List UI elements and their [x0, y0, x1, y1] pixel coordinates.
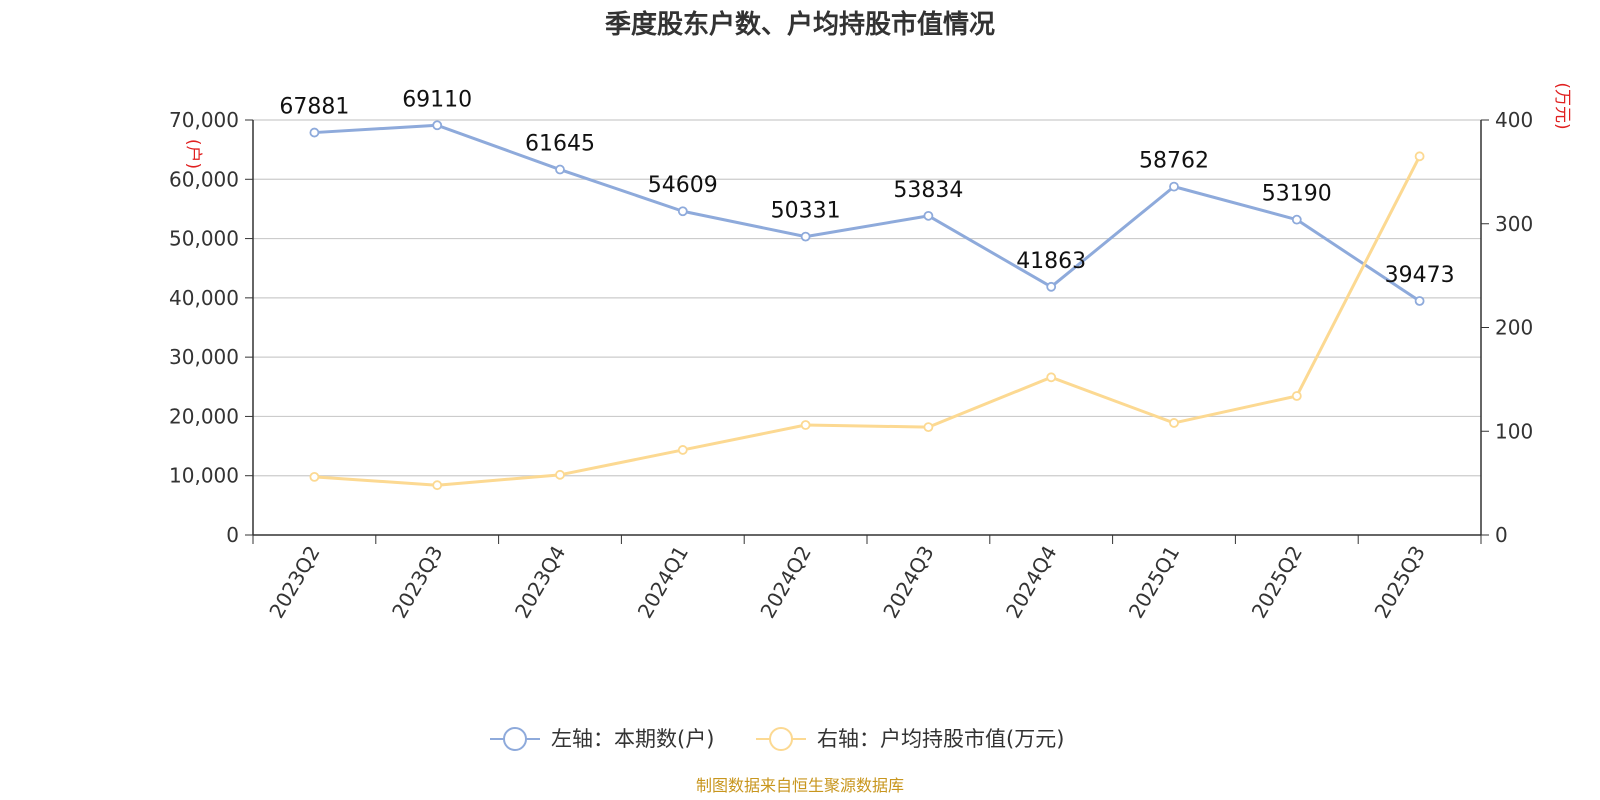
left-axis-tick-label: 30,000: [169, 345, 239, 369]
series-0-data-label: 58762: [1139, 149, 1209, 174]
right-axis-tick-label: 200: [1495, 316, 1533, 340]
left-axis-tick-label: 20,000: [169, 404, 239, 428]
x-axis-tick-label: 2023Q2: [264, 542, 324, 623]
series-0-data-label: 54609: [648, 173, 718, 198]
data-labels: 67881 69110 61645 54609 50331 53834 41863 58762…: [279, 87, 1454, 288]
series-1-point[interactable]: [923, 422, 934, 433]
series-1-point[interactable]: [1291, 391, 1302, 401]
right-axis-tick-label: 0: [1495, 523, 1508, 547]
x-axis-tick-label: 2024Q1: [633, 542, 693, 623]
right-axis-tick-label: 400: [1495, 108, 1533, 132]
left-axis-tick-label: 70,000: [169, 108, 239, 132]
series-0-point[interactable]: [800, 231, 811, 242]
series-0-point[interactable]: [677, 206, 688, 217]
legend-item-right[interactable]: 右轴：户均持股市值(万元): [756, 727, 1064, 751]
left-axis-tick-label: 50,000: [169, 227, 239, 251]
series-0-data-label: 53834: [893, 178, 963, 203]
series-0-point[interactable]: [432, 120, 443, 131]
series-1-point[interactable]: [432, 480, 443, 491]
legend-label-left: 左轴：本期数(户): [551, 727, 714, 751]
grid-lines: [253, 119, 1481, 477]
series-1-point[interactable]: [800, 420, 811, 430]
left-axis-tick-label: 60,000: [169, 167, 239, 191]
legend-marker-left: [503, 727, 527, 751]
legend-item-left[interactable]: 左轴：本期数(户): [490, 727, 714, 751]
x-axis-tick-label: 2024Q4: [1001, 542, 1061, 623]
series-0-data-label: 39473: [1385, 263, 1455, 288]
series-0-data-label: 53190: [1262, 182, 1332, 207]
legend-marker-right: [769, 727, 793, 751]
series-1-point[interactable]: [677, 445, 688, 455]
series-1-point[interactable]: [1046, 372, 1057, 383]
left-axis-tick-label: 0: [226, 523, 239, 547]
right-axis-unit: (万元): [1552, 82, 1572, 129]
series-0-point[interactable]: [923, 210, 934, 221]
series-0-point[interactable]: [1169, 181, 1179, 192]
series-0-point[interactable]: [555, 164, 565, 175]
right-axis-tick-label: 100: [1495, 419, 1533, 443]
x-axis-tick-label: 2025Q3: [1369, 542, 1429, 623]
series-0-point[interactable]: [1291, 214, 1302, 225]
series-0-data-label: 50331: [771, 199, 841, 224]
series-0-point[interactable]: [1414, 296, 1425, 306]
series-1-point[interactable]: [309, 471, 320, 482]
x-axis-tick-label: 2025Q2: [1247, 542, 1307, 623]
series-1-point[interactable]: [555, 469, 565, 480]
source-note: 制图数据来自恒生聚源数据库: [696, 776, 904, 795]
legend-label-right: 右轴：户均持股市值(万元): [817, 727, 1064, 751]
series-1-point[interactable]: [1169, 418, 1179, 428]
series-0-data-label: 69110: [402, 87, 472, 112]
series-1-point[interactable]: [1414, 151, 1425, 162]
x-axis-tick-label: 2023Q3: [387, 542, 447, 623]
x-axis-tick-label: 2024Q2: [755, 542, 815, 623]
series-0-point[interactable]: [309, 127, 320, 138]
x-axis-tick-label: 2025Q1: [1124, 542, 1184, 623]
series-line-0: [314, 123, 1421, 303]
series-0-data-label: 67881: [279, 95, 349, 120]
left-axis-unit: (户): [183, 139, 203, 169]
x-axis-tick-label: 2023Q4: [510, 542, 570, 623]
left-axis-tick-label: 10,000: [169, 464, 239, 488]
legend: 左轴：本期数(户) 右轴：户均持股市值(万元): [490, 727, 1064, 751]
chart-title: 季度股东户数、户均持股市值情况: [605, 9, 995, 40]
right-axis-tick-label: 300: [1495, 212, 1533, 236]
series-0-data-label: 41863: [1016, 249, 1086, 274]
x-axis-tick-label: 2024Q3: [878, 542, 938, 623]
series-0-data-label: 61645: [525, 132, 595, 157]
series-line-1: [314, 155, 1421, 487]
series: [309, 120, 1425, 491]
left-axis-tick-label: 40,000: [169, 286, 239, 310]
series-0-point[interactable]: [1046, 281, 1057, 292]
